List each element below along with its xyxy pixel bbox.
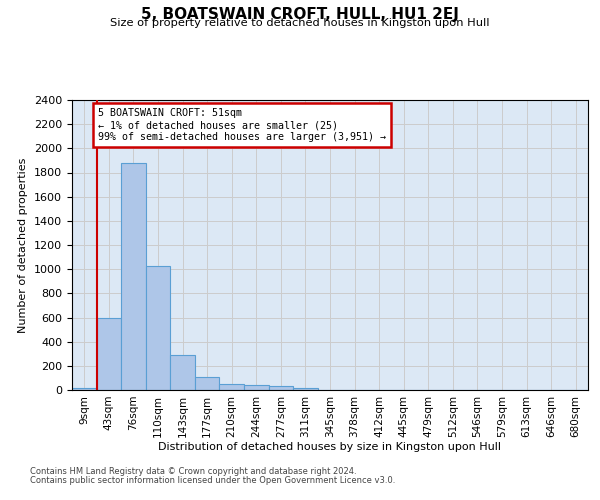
Bar [244,385,269,390]
Text: Contains public sector information licensed under the Open Government Licence v3: Contains public sector information licen… [30,476,395,485]
Y-axis label: Number of detached properties: Number of detached properties [19,158,28,332]
Text: Size of property relative to detached houses in Kingston upon Hull: Size of property relative to detached ho… [110,18,490,28]
Bar [195,376,220,390]
Text: Distribution of detached houses by size in Kingston upon Hull: Distribution of detached houses by size … [158,442,502,452]
Text: 5, BOATSWAIN CROFT, HULL, HU1 2EJ: 5, BOATSWAIN CROFT, HULL, HU1 2EJ [141,8,459,22]
Text: 5 BOATSWAIN CROFT: 51sqm
← 1% of detached houses are smaller (25)
99% of semi-de: 5 BOATSWAIN CROFT: 51sqm ← 1% of detache… [98,108,386,142]
Bar [220,384,244,390]
Bar [170,355,195,390]
Bar [121,163,146,390]
Bar [293,388,318,390]
Bar [97,318,121,390]
Text: Contains HM Land Registry data © Crown copyright and database right 2024.: Contains HM Land Registry data © Crown c… [30,467,356,476]
Bar [269,386,293,390]
Bar [72,388,97,390]
Bar [146,266,170,390]
